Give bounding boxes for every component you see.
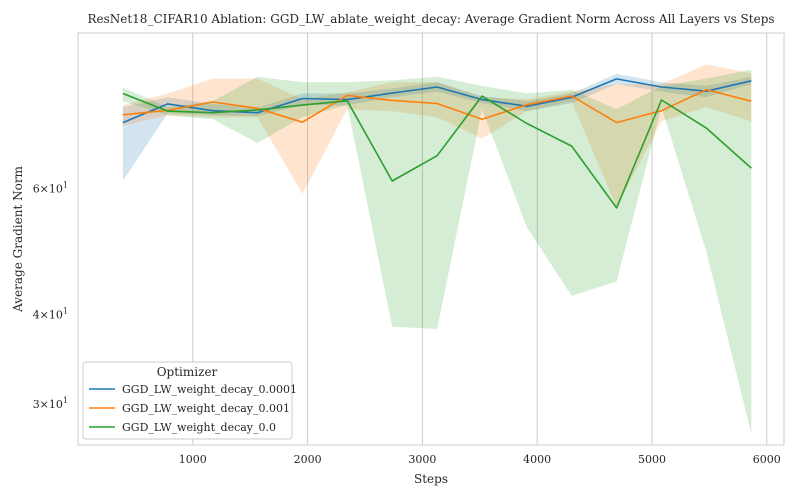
y-axis-label: Average Gradient Norm — [11, 165, 25, 312]
x-tick-label: 4000 — [523, 453, 551, 466]
y-tick-label: 4×101 — [33, 307, 68, 322]
x-tick-label: 3000 — [408, 453, 436, 466]
x-axis-label: Steps — [414, 472, 448, 486]
confidence-band-3 — [122, 69, 752, 434]
legend-title: Optimizer — [157, 365, 218, 379]
y-tick-label: 3×101 — [33, 396, 68, 411]
legend-label: GGD_LW_weight_decay_0.0001 — [122, 383, 297, 396]
confidence-band-1 — [122, 73, 752, 181]
x-tick-label: 1000 — [179, 453, 207, 466]
y-axis-ticks: 3×101 4×101 6×101 — [33, 181, 68, 411]
series-line-3 — [122, 92, 752, 209]
y-tick-label: 6×101 — [33, 181, 68, 196]
x-axis-ticks: 1000 2000 3000 4000 5000 6000 — [179, 453, 781, 466]
series-line-2 — [122, 88, 752, 124]
series-lines — [122, 78, 752, 209]
legend-box — [82, 361, 293, 440]
legend-label: GGD_LW_weight_decay_0.0 — [122, 421, 276, 434]
x-tick-label: 2000 — [294, 453, 322, 466]
legend-label: GGD_LW_weight_decay_0.001 — [122, 402, 290, 415]
x-tick-label: 6000 — [753, 453, 781, 466]
legend-items: GGD_LW_weight_decay_0.0001 GGD_LW_weight_… — [89, 383, 297, 434]
confidence-bands — [122, 64, 752, 434]
legend: Optimizer GGD_LW_weight_decay_0.0001GGD_… — [82, 361, 297, 440]
confidence-band-2 — [122, 64, 752, 208]
chart-title: ResNet18_CIFAR10 Ablation: GGD_LW_ablate… — [87, 12, 774, 26]
x-tick-label: 5000 — [638, 453, 666, 466]
